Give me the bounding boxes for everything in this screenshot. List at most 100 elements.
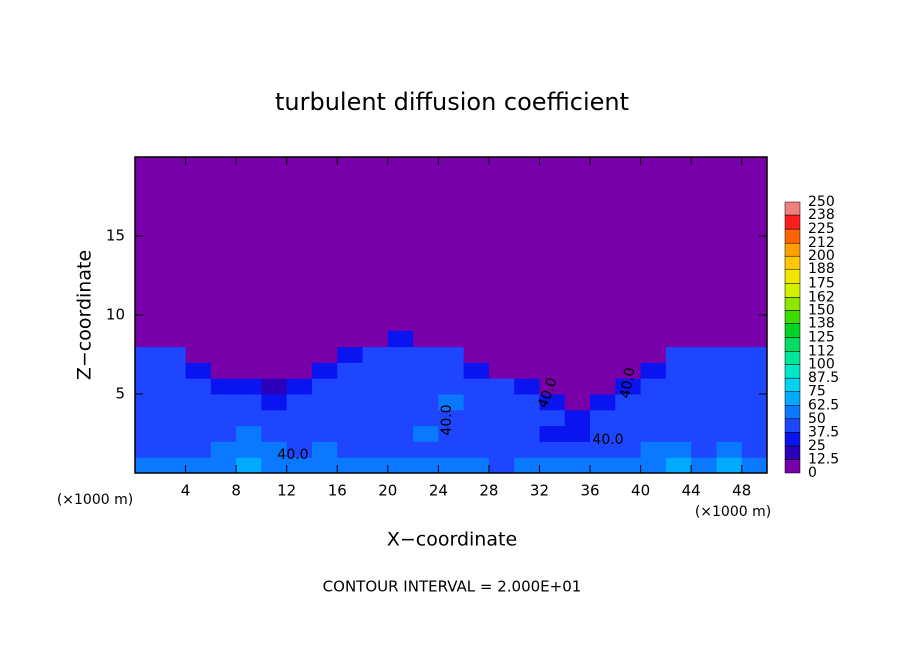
x-axis-label: X−coordinate: [387, 529, 517, 551]
heat-cell: [135, 394, 161, 411]
heat-cell: [135, 362, 161, 379]
heat-cell: [160, 441, 187, 458]
colorbar-swatch: [784, 418, 801, 433]
colorbar-swatch: [784, 337, 801, 352]
heat-cell: [362, 409, 389, 427]
colorbar-swatch: [784, 310, 801, 324]
heat-cell: [261, 362, 288, 379]
heat-cell: [615, 425, 642, 442]
heat-cell: [236, 362, 262, 379]
heat-cell: [311, 409, 338, 427]
y-tick-label: 5: [115, 385, 125, 403]
colorbar-label: 150: [808, 302, 835, 318]
colorbar-swatch: [784, 242, 801, 257]
heat-cell: [387, 425, 414, 442]
heat-cell: [640, 346, 667, 363]
colorbar-swatch: [784, 255, 801, 270]
heat-cell: [539, 330, 566, 348]
heat-cell: [438, 330, 465, 348]
footer: CONTOUR INTERVAL = 2.000E+01: [323, 578, 582, 596]
heat-cell: [160, 425, 187, 442]
heat-cell: [185, 425, 212, 442]
x-unit-label: (×1000 m): [695, 504, 771, 520]
heat-cell: [640, 330, 667, 348]
colorbar-label: 25: [808, 438, 826, 454]
heat-cell: [160, 394, 187, 411]
heat-cell: [438, 378, 465, 395]
heat-cell: [741, 330, 768, 348]
y-axis-label: Z−coordinate: [74, 250, 96, 380]
colorbar-label: 162: [808, 289, 835, 305]
heat-cell: [514, 394, 540, 411]
heat-cell: [488, 425, 515, 442]
heat-cell: [539, 441, 566, 458]
heat-cell: [665, 409, 692, 427]
heat-cell: [210, 457, 237, 474]
heat-cell: [185, 362, 212, 379]
heat-cell: [590, 457, 616, 474]
heat-cell: [716, 409, 743, 427]
colorbar-label: 225: [808, 221, 835, 237]
heat-cell: [413, 346, 439, 363]
heat-cell: [741, 378, 768, 395]
heat-cell: [210, 346, 237, 363]
heat-cell: [337, 409, 364, 427]
x-tick-label: 20: [378, 482, 397, 500]
heat-cell: [261, 346, 288, 363]
heat-cell: [640, 378, 667, 395]
heat-cell: [210, 441, 237, 458]
heat-cell: [691, 362, 717, 379]
heat-cell: [286, 441, 313, 458]
heat-cell: [463, 378, 490, 395]
x-tick-label: 8: [231, 482, 241, 500]
x-tick-label: 28: [479, 482, 498, 500]
x-tick-label: 36: [580, 482, 599, 500]
heat-cell: [160, 330, 187, 348]
heat-cell: [185, 346, 212, 363]
heat-cell: [691, 425, 717, 442]
colorbar-label: 188: [808, 261, 835, 277]
colorbar-label: 238: [808, 207, 835, 223]
chart-title: turbulent diffusion coefficient: [275, 88, 629, 116]
heat-cell: [741, 441, 768, 458]
heat-cell: [564, 457, 591, 474]
heat-cell: [590, 362, 616, 379]
x-tick-label: 40: [631, 482, 650, 500]
heat-cell: [514, 425, 540, 442]
heat-cell: [261, 394, 288, 411]
colorbar-label: 112: [808, 344, 835, 360]
heat-cell: [488, 378, 515, 395]
heat-cell: [590, 441, 616, 458]
heat-cell: [438, 394, 465, 411]
heat-cell: [615, 378, 642, 395]
heat-cell: [665, 346, 692, 363]
heat-cell: [387, 330, 414, 348]
heat-cell: [185, 394, 212, 411]
colorbar-label: 138: [808, 315, 835, 331]
heat-cell: [590, 330, 616, 348]
heat-cell: [488, 394, 515, 411]
heat-cell: [135, 425, 161, 442]
heat-cell: [438, 425, 465, 442]
heat-cell: [615, 346, 642, 363]
x-tick-label: 4: [181, 482, 191, 500]
heat-cell: [665, 378, 692, 395]
colorbar-swatch: [784, 323, 801, 338]
heat-cell: [463, 409, 490, 427]
heat-cell: [691, 409, 717, 427]
heat-cell: [463, 362, 490, 379]
heat-cell: [539, 346, 566, 363]
heat-cell: [564, 425, 591, 442]
heat-cell: [261, 457, 288, 474]
heat-cell: [514, 457, 540, 474]
heat-cell: [337, 457, 364, 474]
heat-cell: [210, 378, 237, 395]
heat-cell: [716, 425, 743, 442]
colorbar-label: 12.5: [808, 451, 839, 467]
heat-cell: [261, 409, 288, 427]
heat-cell: [337, 330, 364, 348]
colorbar-label: 75: [808, 384, 826, 400]
heat-cell: [413, 394, 439, 411]
heat-cell: [438, 457, 465, 474]
heat-cell: [665, 457, 692, 474]
